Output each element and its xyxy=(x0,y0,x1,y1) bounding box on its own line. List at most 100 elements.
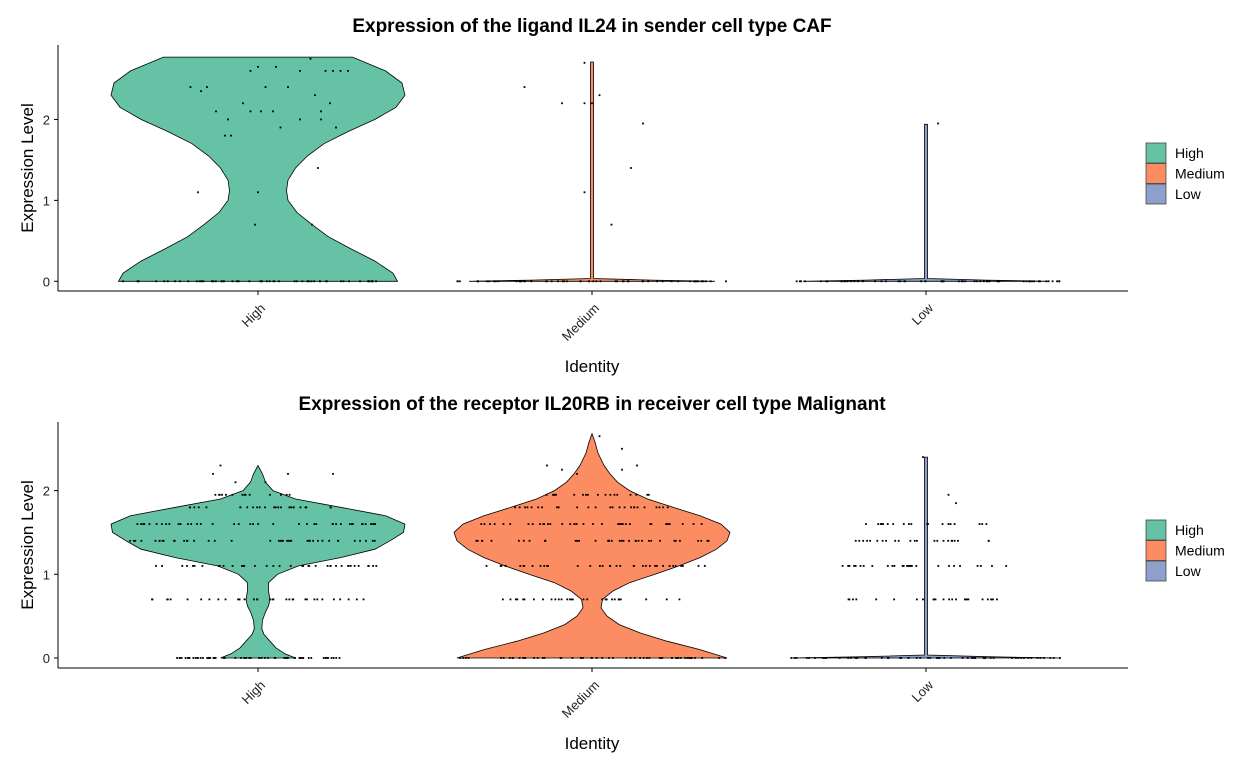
data-point xyxy=(176,657,178,659)
data-point xyxy=(641,539,643,542)
data-point xyxy=(575,523,578,525)
data-point xyxy=(612,657,614,659)
violin-high xyxy=(110,464,406,659)
data-point xyxy=(610,223,613,226)
data-point xyxy=(329,102,331,105)
data-point xyxy=(599,280,602,283)
data-point xyxy=(947,523,950,525)
data-point xyxy=(258,657,261,659)
data-point xyxy=(909,539,912,542)
data-point xyxy=(623,506,626,509)
data-point xyxy=(553,493,556,496)
legend-receptor: High Medium Low xyxy=(1145,519,1225,582)
data-point xyxy=(375,565,378,567)
data-point xyxy=(579,280,582,283)
data-point xyxy=(183,539,186,542)
data-point xyxy=(709,280,712,283)
data-point xyxy=(209,657,212,659)
data-point xyxy=(349,565,352,567)
data-point xyxy=(288,506,291,509)
data-point xyxy=(539,565,542,567)
data-point xyxy=(982,657,985,659)
data-point xyxy=(601,657,604,659)
data-point xyxy=(166,598,169,601)
data-point xyxy=(253,565,256,567)
data-point xyxy=(502,523,505,525)
data-point xyxy=(313,523,316,525)
data-point xyxy=(922,598,924,601)
data-point xyxy=(656,280,659,283)
data-point xyxy=(186,598,189,601)
data-point xyxy=(948,565,950,567)
data-point xyxy=(206,657,209,659)
data-point xyxy=(866,539,868,542)
data-point xyxy=(148,523,151,525)
data-point xyxy=(936,539,939,542)
data-point xyxy=(225,493,227,496)
data-point xyxy=(136,280,139,283)
data-point xyxy=(586,598,589,601)
data-point xyxy=(201,280,204,283)
data-point xyxy=(248,493,251,496)
data-point xyxy=(642,122,644,125)
data-point xyxy=(517,539,520,542)
data-point xyxy=(337,539,340,542)
data-point xyxy=(189,86,192,88)
data-point xyxy=(644,565,647,567)
data-point xyxy=(557,598,560,601)
data-point xyxy=(639,657,642,659)
data-point xyxy=(625,657,628,659)
data-point xyxy=(559,657,562,659)
data-point xyxy=(373,539,376,542)
data-point xyxy=(630,506,632,509)
data-point xyxy=(242,565,244,567)
data-point xyxy=(619,598,622,601)
data-point xyxy=(632,565,635,567)
data-point xyxy=(910,523,913,525)
data-point xyxy=(987,539,990,542)
data-point xyxy=(594,506,597,509)
data-point xyxy=(955,502,957,505)
data-point xyxy=(659,539,661,542)
data-point xyxy=(670,280,673,283)
data-point xyxy=(959,565,961,567)
data-point xyxy=(197,506,200,509)
data-point xyxy=(1023,657,1025,659)
data-point xyxy=(840,280,843,283)
data-point xyxy=(601,598,604,601)
legend-label-low: Low xyxy=(1175,563,1202,579)
data-point xyxy=(875,598,878,601)
data-point xyxy=(299,118,301,121)
data-point xyxy=(634,539,637,542)
data-point xyxy=(985,523,988,525)
data-point xyxy=(168,523,171,525)
data-point xyxy=(327,657,330,659)
data-point xyxy=(314,565,317,567)
data-point xyxy=(227,118,229,121)
data-point xyxy=(948,598,951,601)
legend-swatch-low xyxy=(1145,183,1167,205)
data-point xyxy=(932,598,935,601)
data-point xyxy=(488,280,490,283)
data-point xyxy=(173,539,176,542)
y-tick-label: 0 xyxy=(43,651,50,666)
data-point xyxy=(991,565,993,567)
data-point xyxy=(670,657,673,659)
data-point xyxy=(1033,280,1035,283)
y-axis-title-receptor: Expression Level xyxy=(18,480,37,609)
data-point xyxy=(616,493,619,496)
data-point xyxy=(964,280,967,283)
data-point xyxy=(582,523,585,525)
data-point xyxy=(574,539,577,542)
data-point xyxy=(476,539,479,542)
data-point xyxy=(364,523,367,525)
data-point xyxy=(979,565,982,567)
data-point xyxy=(272,523,275,525)
data-point xyxy=(221,493,223,496)
data-point xyxy=(332,598,335,601)
data-point xyxy=(248,657,251,659)
data-point xyxy=(604,493,607,496)
panel-ligand: Expression of the ligand IL24 in sender … xyxy=(18,16,1225,376)
data-point xyxy=(259,280,262,283)
data-point xyxy=(289,565,292,567)
